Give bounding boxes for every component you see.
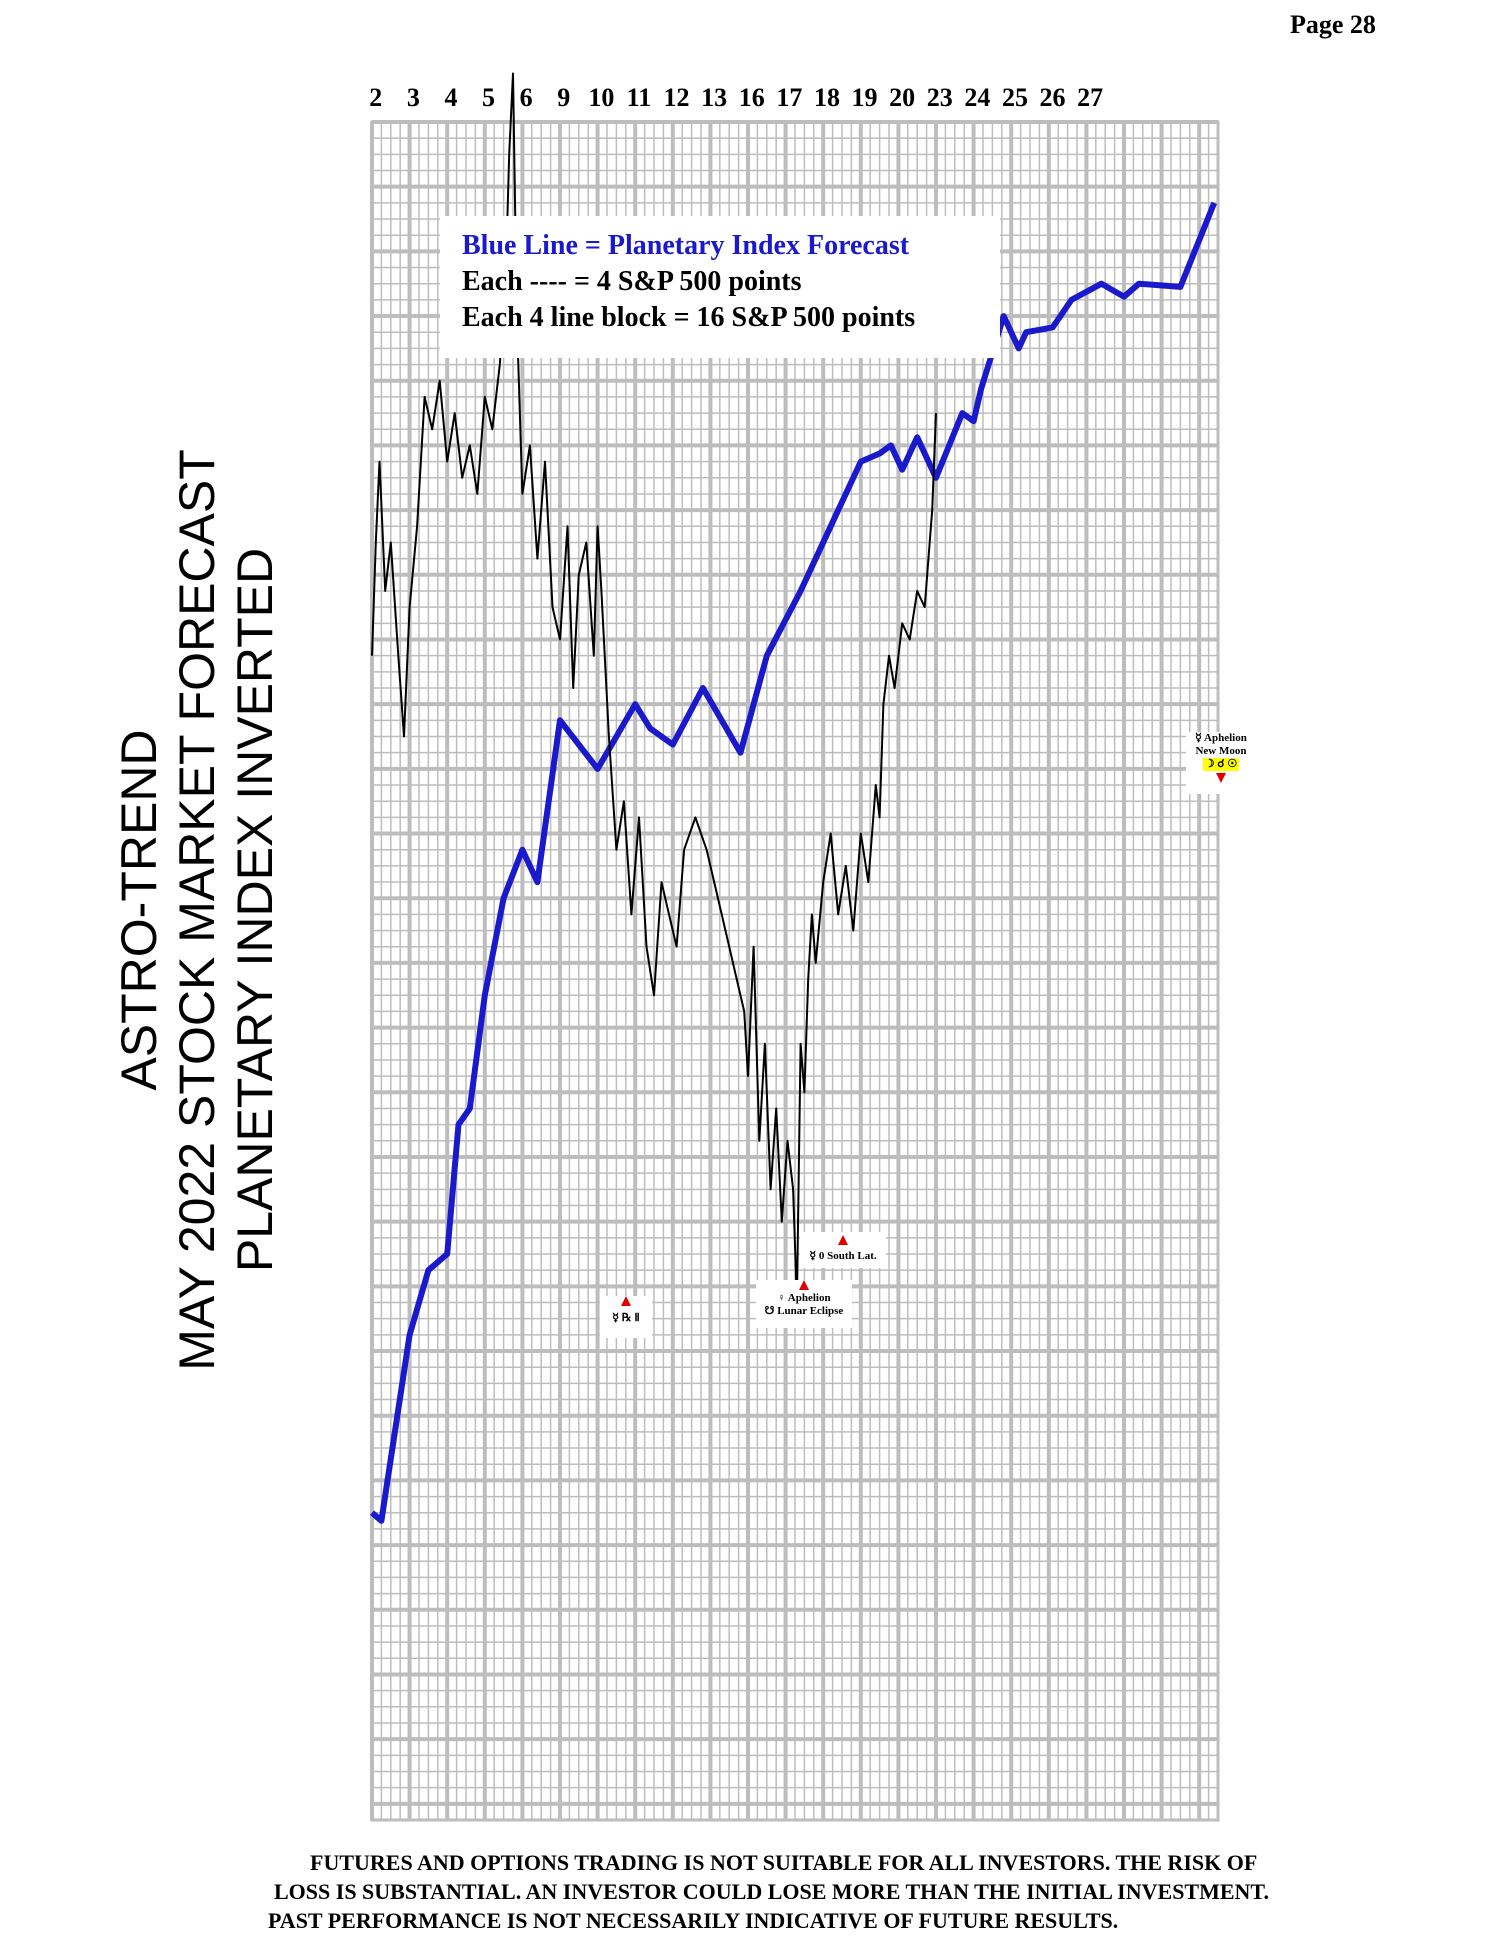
annotation-new-moon-text: New Moon — [1195, 745, 1247, 757]
red-arrow-up-icon — [799, 1280, 809, 1290]
series-line-forecast — [370, 201, 1217, 1524]
x-tick-label: 3 — [407, 83, 420, 112]
disclaimer-line3: PAST PERFORMANCE IS NOT NECESSARILY INDI… — [268, 1908, 1119, 1933]
series-line-actual — [371, 72, 937, 1304]
x-tick-label: 2 — [369, 83, 382, 112]
series-layer — [370, 72, 1217, 1524]
annotation-new-moon: ☿ Aphelion New Moon ☽ ☌ ☉ — [1186, 732, 1256, 794]
x-tick-label: 9 — [557, 83, 570, 112]
x-tick-label: 12 — [664, 83, 690, 112]
annotation-lunar-eclipse: ♀ Aphelion ☋ Lunar Eclipse — [756, 1280, 852, 1328]
x-tick-label: 20 — [889, 83, 915, 112]
x-tick-label: 19 — [852, 83, 878, 112]
x-tick-label: 18 — [814, 83, 840, 112]
disclaimer-line1: FUTURES AND OPTIONS TRADING IS NOT SUITA… — [310, 1850, 1258, 1875]
annotation-conjunction-text: ☽ ☌ ☉ — [1202, 758, 1240, 771]
annotation-south-lat: ☿ 0 South Lat. — [800, 1232, 886, 1268]
annotation-lunar-eclipse-text: ☋ Lunar Eclipse — [764, 1305, 844, 1317]
annotation-aphelion-venus: ♀ Aphelion — [777, 1292, 831, 1304]
x-tick-label: 24 — [964, 83, 990, 112]
x-tick-label: 17 — [776, 83, 802, 112]
annotation-south-lat-text: ☿ 0 South Lat. — [809, 1250, 877, 1262]
annotation-aphelion-mercury: ☿ Aphelion — [1195, 732, 1247, 744]
page-number: Page 28 — [1290, 10, 1376, 39]
legend-forecast-label: Blue Line = Planetary Index Forecast — [462, 230, 910, 261]
annotation-retrograde-text: ☿ ℞ Ⅱ — [612, 1312, 640, 1324]
annotation-retrograde: ☿ ℞ Ⅱ — [600, 1296, 652, 1338]
x-tick-label: 27 — [1077, 83, 1103, 112]
x-tick-label: 4 — [444, 83, 457, 112]
x-tick-label: 6 — [520, 83, 533, 112]
legend-box: Blue Line = Planetary Index Forecast Eac… — [440, 216, 1000, 358]
disclaimer: FUTURES AND OPTIONS TRADING IS NOT SUITA… — [268, 1848, 1269, 1935]
chart-grid — [370, 120, 1220, 1822]
x-tick-label: 11 — [627, 83, 652, 112]
x-tick-label: 10 — [588, 83, 614, 112]
x-tick-label: 23 — [927, 83, 953, 112]
x-tick-label: 25 — [1002, 83, 1028, 112]
x-tick-label: 13 — [701, 83, 727, 112]
x-tick-label: 5 — [482, 83, 495, 112]
red-arrow-up-icon — [838, 1235, 848, 1245]
x-tick-label: 16 — [739, 83, 765, 112]
disclaimer-line2: LOSS IS SUBSTANTIAL. AN INVESTOR COULD L… — [274, 1879, 1269, 1904]
x-axis-labels: 2 3 4 5 6 9 10 11 12 13 16 17 18 19 20 23 24 25 26 27 — [369, 83, 1103, 112]
red-arrow-up-icon — [621, 1296, 631, 1306]
x-tick-label: 26 — [1040, 83, 1066, 112]
red-arrow-down-icon — [1216, 773, 1226, 783]
legend-block-line: Each 4 line block = 16 S&P 500 points — [462, 302, 916, 333]
legend-scale-line: Each ---- = 4 S&P 500 points — [462, 266, 802, 297]
